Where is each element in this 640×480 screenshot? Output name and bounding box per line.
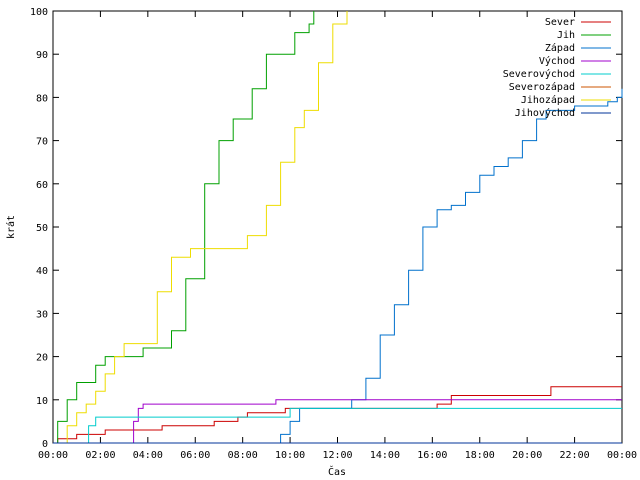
series-line-1: [53, 11, 315, 444]
x-tick-label: 00:00: [607, 450, 637, 461]
y-tick-label: 70: [36, 137, 48, 148]
y-tick-label: 80: [36, 93, 48, 104]
legend-label: Jih: [557, 30, 575, 41]
legend-label: Severovýchod: [503, 68, 575, 80]
x-tick-label: 12:00: [322, 450, 352, 461]
legend-label: Východ: [539, 55, 575, 67]
x-tick-label: 10:00: [275, 450, 305, 461]
x-tick-label: 00:00: [38, 450, 68, 461]
x-tick-label: 14:00: [370, 450, 400, 461]
y-tick-label: 60: [36, 180, 48, 191]
legend: Sever JihZápadVýchodSeverovýchodSeverozáp…: [503, 17, 611, 119]
legend-label: Jihovýchod: [515, 107, 575, 119]
x-tick-label: 22:00: [560, 450, 590, 461]
legend-label: Sever: [545, 17, 575, 28]
y-axis: 0 10 20 30 40 50 60 70 80 90 100: [30, 7, 622, 450]
y-tick-label: 10: [36, 396, 48, 407]
x-axis: 00:00 02:00 04:00 06:00 08:00 10:00 12:00 14:00…: [38, 11, 637, 461]
legend-label: Severozápad: [509, 81, 575, 93]
legend-label: Západ: [545, 42, 575, 54]
y-axis-label: krát: [5, 215, 17, 239]
x-tick-label: 04:00: [133, 450, 163, 461]
y-tick-label: 100: [30, 7, 48, 18]
x-tick-label: 20:00: [512, 450, 542, 461]
y-tick-label: 50: [36, 223, 48, 234]
series-lines: [53, 11, 623, 444]
x-tick-label: 18:00: [465, 450, 495, 461]
x-tick-label: 02:00: [85, 450, 115, 461]
plot-area: [52, 10, 623, 444]
x-tick-label: 08:00: [228, 450, 258, 461]
y-tick-label: 90: [36, 50, 48, 61]
series-line-6: [57, 11, 348, 444]
x-axis-label: Čas: [328, 465, 346, 478]
series-line-3: [131, 399, 622, 444]
series-line-4: [86, 407, 622, 444]
y-tick-label: 0: [42, 439, 48, 450]
x-tick-label: 06:00: [180, 450, 210, 461]
x-tick-label: 16:00: [417, 450, 447, 461]
y-tick-label: 30: [36, 309, 48, 320]
legend-label: Jihozápad: [521, 94, 575, 106]
y-tick-label: 40: [36, 266, 48, 277]
y-tick-label: 20: [36, 353, 48, 364]
series-line-0: [53, 386, 622, 444]
